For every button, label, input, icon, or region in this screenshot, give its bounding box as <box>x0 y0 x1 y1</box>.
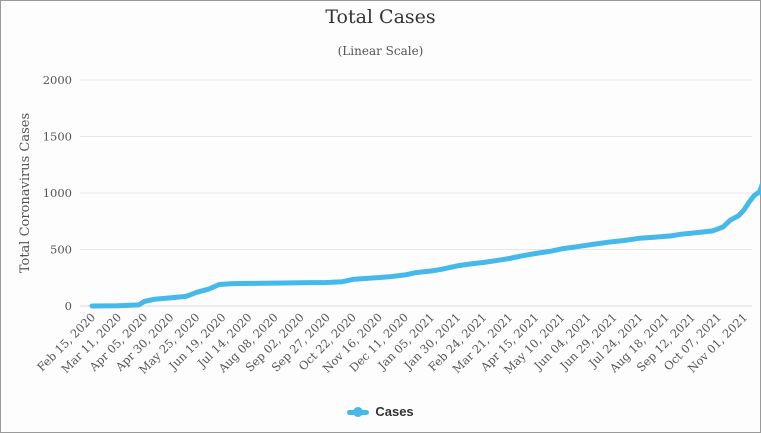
legend-swatch-cases <box>347 407 370 418</box>
legend-label-cases: Cases <box>375 404 414 419</box>
legend[interactable]: Cases <box>0 404 761 419</box>
chart-subtitle: (Linear Scale) <box>337 44 424 58</box>
y-tick-label: 500 <box>50 243 72 257</box>
y-tick-label: 1500 <box>43 130 72 144</box>
y-axis-label: Total Coronavirus Cases <box>18 113 33 273</box>
chart-title: Total Cases <box>325 6 436 28</box>
y-tick-label: 2000 <box>43 73 72 87</box>
series-line-cases <box>89 180 761 309</box>
y-tick-label: 0 <box>65 299 72 313</box>
y-tick-label: 1000 <box>43 186 72 200</box>
